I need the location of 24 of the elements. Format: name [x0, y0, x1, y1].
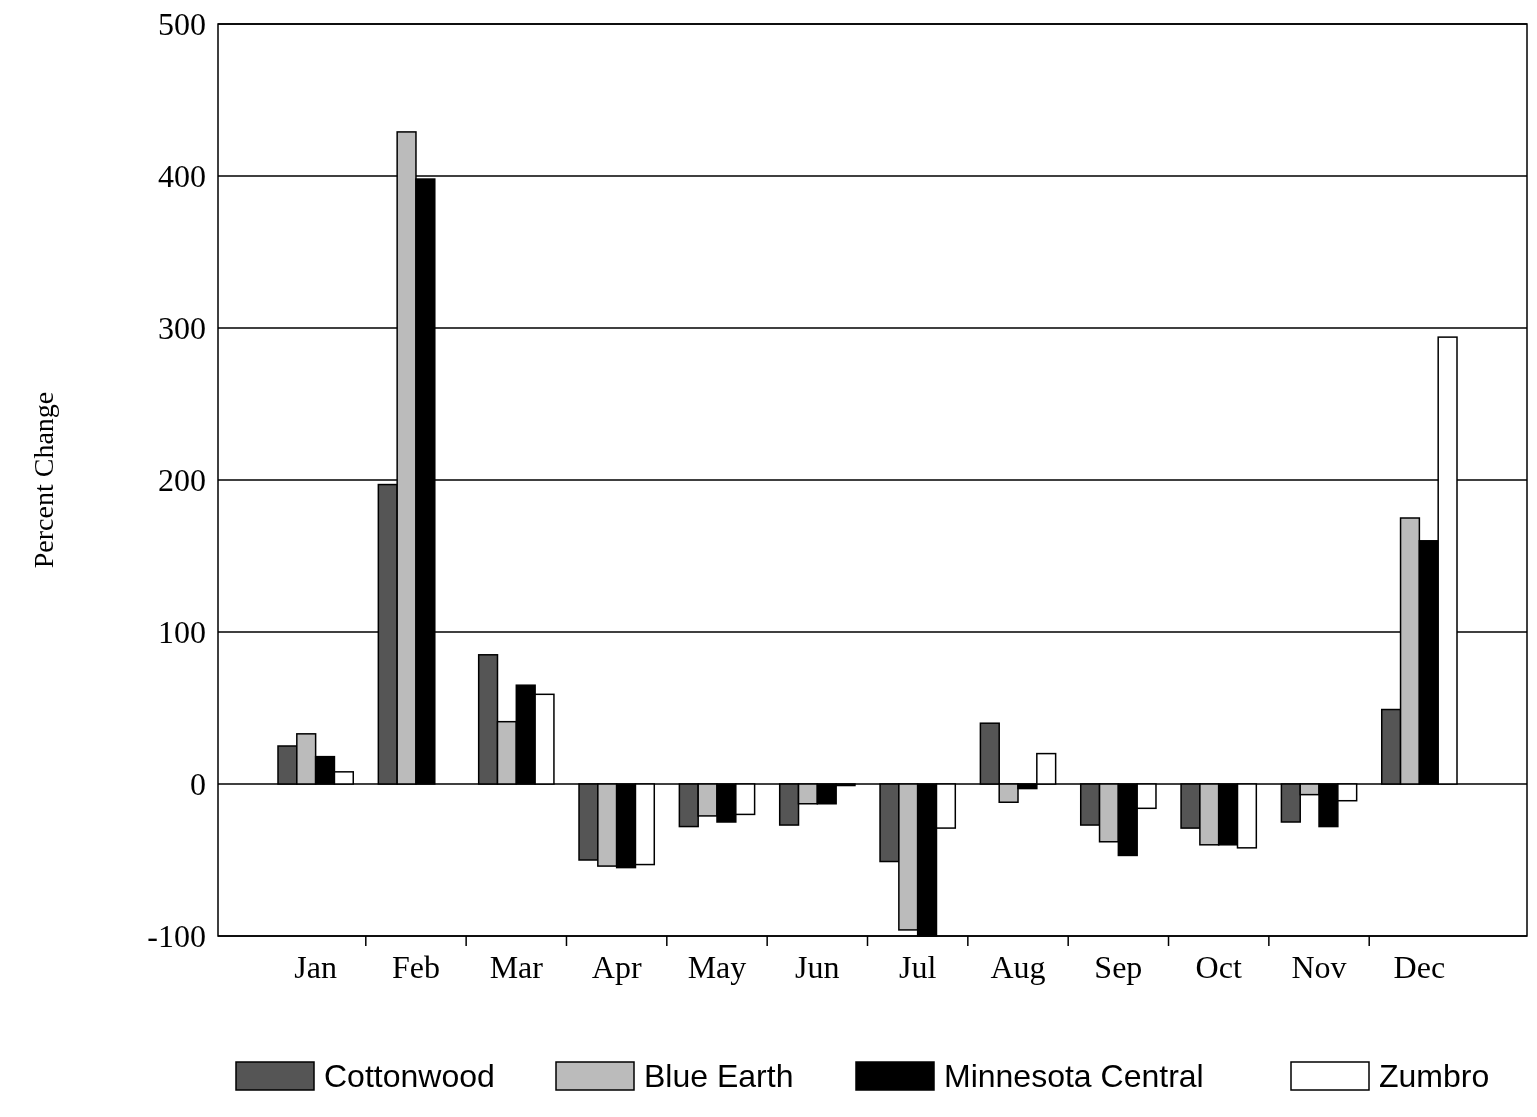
- x-tick-label: Jun: [795, 949, 840, 985]
- y-tick-label: 0: [190, 766, 206, 803]
- y-tick-label: 400: [158, 158, 206, 195]
- y-tick-label: 500: [158, 6, 206, 43]
- x-tick-label: Aug: [990, 949, 1046, 985]
- x-tick-label: Dec: [1393, 949, 1446, 985]
- x-tick-label: Mar: [489, 949, 544, 985]
- x-tick-label: Nov: [1291, 949, 1347, 985]
- y-axis-title: Percent Change: [28, 391, 59, 569]
- y-tick-label: 100: [158, 614, 206, 651]
- legend-label: Cottonwood: [324, 1058, 495, 1095]
- x-tick-label: Oct: [1195, 949, 1242, 985]
- x-tick-label: Apr: [591, 949, 642, 985]
- x-tick-label: May: [687, 949, 747, 985]
- x-tick-label: Feb: [391, 949, 440, 985]
- x-tick-label: Jan: [294, 949, 337, 985]
- x-tick-label: Jul: [899, 949, 937, 985]
- y-tick-label: 200: [158, 462, 206, 499]
- x-tick-label: Sep: [1094, 949, 1143, 985]
- y-tick-label: -100: [147, 918, 206, 955]
- y-tick-label: 300: [158, 310, 206, 347]
- legend-label: Minnesota Central: [944, 1058, 1204, 1095]
- legend-label: Blue Earth: [644, 1058, 794, 1095]
- legend-label: Zumbro: [1379, 1058, 1490, 1095]
